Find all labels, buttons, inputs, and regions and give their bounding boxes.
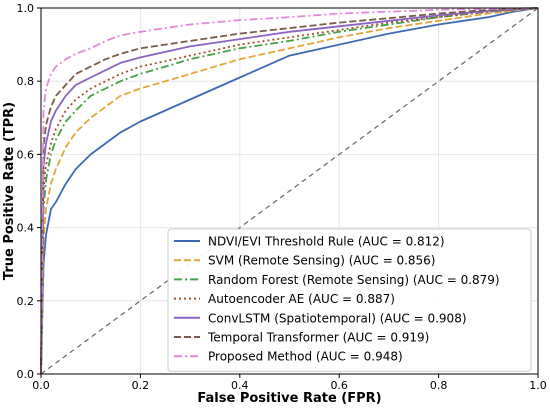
x-tick-label: 0.2 <box>132 379 150 392</box>
x-tick-label: 0.6 <box>330 379 348 392</box>
legend-item: NDVI/EVI Threshold Rule (AUC = 0.812) <box>174 235 445 249</box>
chance-diagonal-line <box>40 7 539 375</box>
roc-curve-6 <box>40 7 539 375</box>
x-ticks: 0.0 0.2 0.4 0.6 0.8 1.0 <box>32 374 547 392</box>
plot-frame <box>40 7 539 375</box>
roc-curve-1 <box>40 7 539 375</box>
legend-items: NDVI/EVI Threshold Rule (AUC = 0.812) SVM… <box>174 235 500 364</box>
y-tick-label: 0.6 <box>17 148 35 161</box>
legend-label: Autoencoder AE (AUC = 0.887) <box>208 292 395 306</box>
y-tick-label: 0.8 <box>17 75 35 88</box>
legend-label: NDVI/EVI Threshold Rule (AUC = 0.812) <box>208 235 445 249</box>
x-tick-label: 0.8 <box>430 379 448 392</box>
x-tick-label: 1.0 <box>529 379 547 392</box>
series-layer <box>40 7 539 375</box>
x-tick-label: 0.4 <box>231 379 249 392</box>
legend-box <box>167 228 532 372</box>
legend-item: ConvLSTM (Spatiotemporal) (AUC = 0.908) <box>174 311 467 325</box>
legend-item: Proposed Method (AUC = 0.948) <box>174 350 403 364</box>
y-tick-label: 1.0 <box>17 2 35 15</box>
legend-item: SVM (Remote Sensing) (AUC = 0.856) <box>174 254 435 268</box>
y-tick-label: 0.4 <box>17 222 35 235</box>
legend-label: Temporal Transformer (AUC = 0.919) <box>207 331 429 345</box>
roc-curve-2 <box>40 7 539 375</box>
legend: NDVI/EVI Threshold Rule (AUC = 0.812) SVM… <box>167 228 532 372</box>
y-axis-label: True Positive Rate (TPR) <box>2 102 17 280</box>
legend-item: Autoencoder AE (AUC = 0.887) <box>174 292 395 306</box>
y-ticks: 0.0 0.2 0.4 0.6 0.8 1.0 <box>17 2 41 381</box>
x-axis-label: False Positive Rate (FPR) <box>197 391 381 406</box>
reference-layer <box>40 7 539 375</box>
x-tick-label: 0.0 <box>32 379 50 392</box>
y-tick-label: 0.0 <box>17 368 35 381</box>
y-tick-label: 0.2 <box>17 295 35 308</box>
legend-item: Random Forest (Remote Sensing) (AUC = 0.… <box>174 273 500 287</box>
roc-curve-7 <box>40 7 539 375</box>
legend-label: Random Forest (Remote Sensing) (AUC = 0.… <box>208 273 500 287</box>
legend-label: SVM (Remote Sensing) (AUC = 0.856) <box>208 254 435 268</box>
roc-curve-5 <box>40 7 539 375</box>
roc-curve-3 <box>40 7 539 375</box>
legend-item: Temporal Transformer (AUC = 0.919) <box>174 331 429 345</box>
legend-label: Proposed Method (AUC = 0.948) <box>208 350 403 364</box>
legend-label: ConvLSTM (Spatiotemporal) (AUC = 0.908) <box>208 311 467 325</box>
